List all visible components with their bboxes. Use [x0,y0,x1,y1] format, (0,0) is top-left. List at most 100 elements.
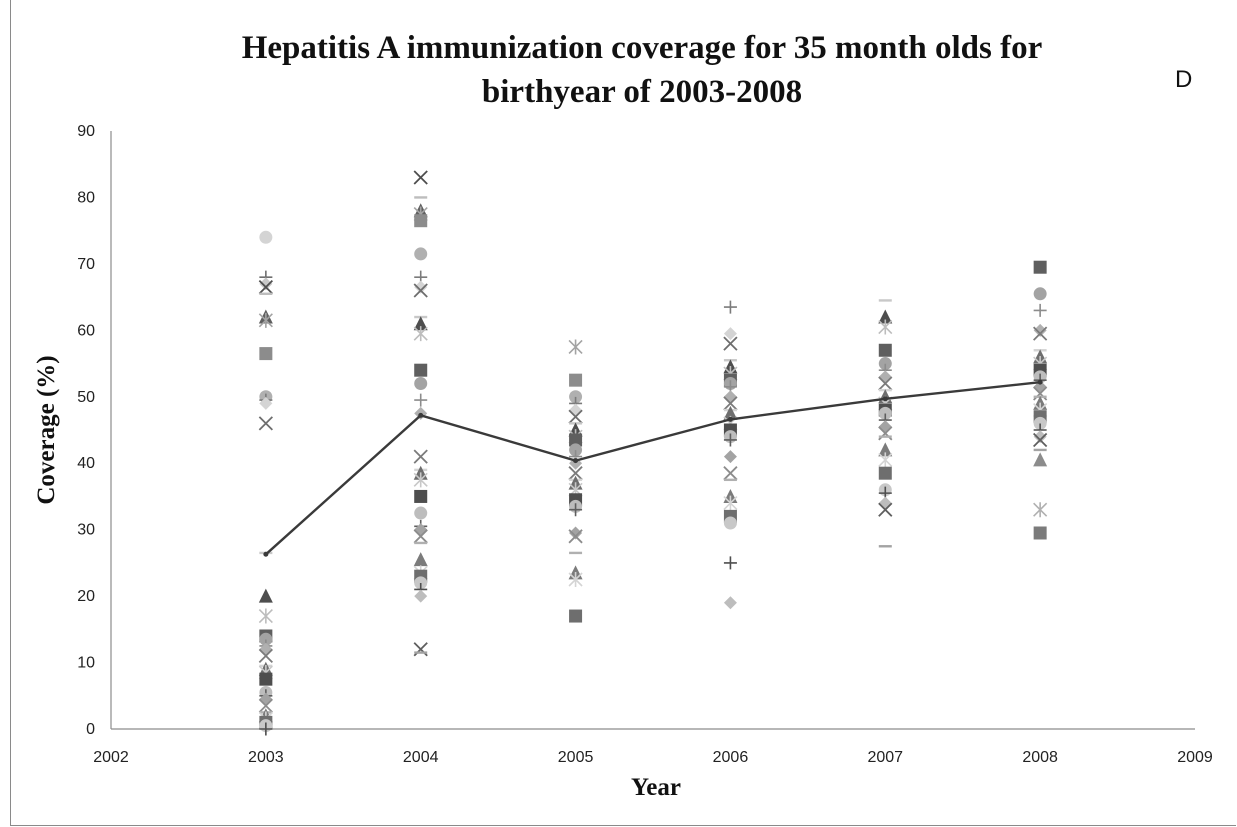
data-point [568,339,583,355]
data-point [413,283,428,298]
data-point [878,376,893,391]
mean-point [1037,379,1043,385]
data-point [413,316,428,331]
data-point [878,309,893,324]
data-point [723,433,737,447]
data-point [414,576,428,590]
data-point [569,526,583,540]
x-tick-label: 2009 [1177,749,1213,766]
data-point [723,450,737,464]
mean-point [573,458,579,464]
mean-line [265,381,1041,556]
data-point [258,608,273,624]
data-point [414,376,428,390]
mean-point [727,416,733,422]
data-point [569,503,583,517]
data-point [258,588,273,603]
data-point [569,609,583,623]
data-point [413,552,428,567]
y-tick-label: 40 [77,455,95,472]
x-tick-label: 2008 [1022,749,1058,766]
x-axis-label: Year [631,774,681,801]
data-point [414,523,428,537]
data-point [413,449,428,464]
data-point [568,409,583,424]
data-point [568,572,583,587]
data-point [878,343,892,357]
data-point [414,363,428,377]
data-point [878,496,892,510]
data-point [723,466,738,481]
data-point [1033,303,1047,317]
data-point [259,642,273,656]
data-point [1033,452,1048,467]
data-point [1033,323,1047,337]
data-point [723,390,737,404]
mean-point [418,412,424,418]
y-tick-label: 30 [77,522,95,539]
data-point [569,403,583,417]
mean-point [263,551,269,557]
data-point [413,472,428,488]
data-point [723,327,737,341]
x-tick-label: 2002 [93,749,129,766]
y-tick-label: 80 [77,189,95,206]
x-tick-label: 2006 [713,749,749,766]
data-point [259,722,273,736]
data-point [723,495,738,511]
y-tick-label: 10 [77,655,95,672]
data-point [414,589,428,603]
y-tick-label: 60 [77,322,95,339]
x-tick-label: 2003 [248,749,284,766]
data-point [569,373,583,387]
data-point [413,642,428,657]
data-point [258,648,273,664]
data-point [258,698,273,713]
y-tick-label: 70 [77,256,95,273]
data-point [569,433,583,447]
data-point [259,396,273,410]
data-point [1033,287,1047,301]
data-point [258,280,273,295]
data-point [1033,526,1047,540]
data-point [723,556,737,570]
data-point [414,280,428,294]
data-point [569,443,583,457]
x-tick-label: 2007 [867,749,903,766]
data-point [413,326,428,342]
data-point [878,319,893,335]
data-point [569,390,583,404]
data-point [723,396,738,411]
data-point [259,632,273,646]
chart-title: Hepatitis A immunization coverage for 35… [241,30,1043,110]
data-point [1033,416,1047,430]
data-point [414,506,428,520]
data-point [723,300,737,314]
data-point [878,452,893,468]
data-point [414,393,428,407]
data-point [258,416,273,431]
data-point [1033,326,1048,341]
y-tick-label: 20 [77,588,95,605]
data-point [723,405,738,420]
data-point [414,489,428,503]
data-point [568,529,583,544]
data-point [568,466,583,481]
data-point [878,406,892,420]
mean-point [882,396,888,402]
data-point [878,357,892,371]
data-point [259,672,273,686]
chart-frame [10,0,1236,826]
data-point [413,529,428,544]
data-point [259,230,273,244]
x-tick-label: 2004 [403,749,439,766]
data-point [878,420,892,434]
data-point [413,170,428,185]
data-point [878,442,893,457]
y-tick-label: 0 [86,721,95,738]
y-tick-label: 50 [77,389,95,406]
data-point [259,277,273,291]
x-tick-label: 2005 [558,749,594,766]
data-point [1033,432,1048,448]
